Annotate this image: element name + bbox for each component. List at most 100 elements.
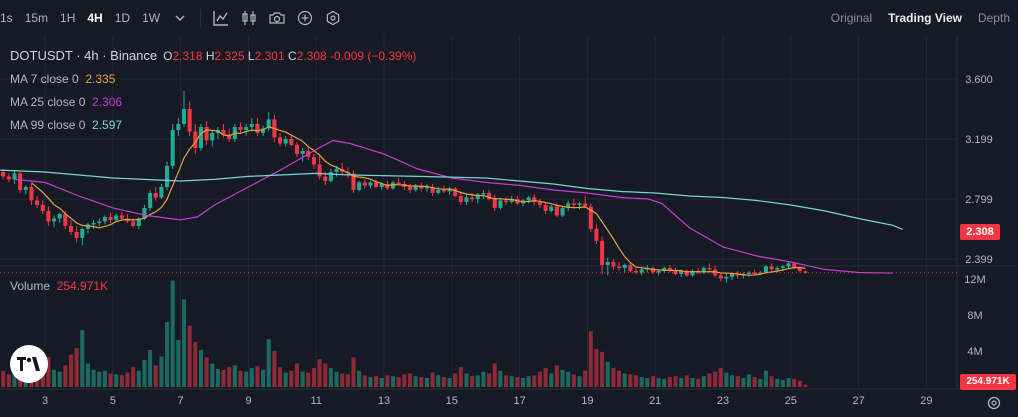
candle-body [617,266,622,268]
volume-bar [498,370,503,387]
volume-bar [402,374,407,387]
candle-body [102,216,107,222]
candle-body [549,206,554,211]
volume-bar [125,372,130,387]
indicators-icon[interactable] [207,0,235,36]
volume-bar [374,376,379,387]
settings-gear-icon[interactable] [984,393,1004,413]
timeframe-1h[interactable]: 1H [60,11,76,25]
candle-body [571,203,576,205]
candle-body [278,137,283,144]
candle-body [656,270,661,273]
candle-body [68,225,74,232]
open-label: O [163,48,173,63]
volume-bar [713,371,718,387]
volume-bar [475,375,480,387]
ma25-label: MA 25 close 0 [10,94,86,109]
candle-body [470,197,475,199]
ma7-row: MA 7 close 0 2.335 [10,67,416,90]
volume-bar [244,371,249,387]
candle-body [673,270,678,274]
candle-body [368,182,373,186]
candle-body [204,126,209,141]
ma99-label: MA 99 close 0 [10,117,86,132]
volume-label: Volume [10,279,51,293]
candle-body [543,204,548,211]
candle-body [323,176,328,181]
volume-bar [673,376,678,387]
candle-body [351,173,356,190]
candle-body [357,182,362,190]
volume-bar [549,373,554,387]
volume-bar [633,375,639,387]
candle-body [509,198,514,202]
price-chart[interactable]: 3.600 3.199 2.799 2.399 12M 8M 4M 3 5 7 9 11 13 15 17 1… [0,36,1018,417]
volume-bar [769,376,774,387]
volume-bar [430,372,435,387]
last-volume-tag: 254.971K [960,374,1016,390]
volume-bar [351,357,356,387]
volume-bar [617,370,622,387]
candle-body [362,182,367,186]
time-tick-label: 15 [446,395,458,407]
volume-bar [487,373,492,387]
timeframe-1d[interactable]: 1D [114,11,131,25]
candle-body [707,267,712,270]
candle-body [577,203,582,205]
tab-original[interactable]: Original [830,11,873,25]
candle-body [374,182,379,187]
candle-style-icon[interactable] [235,0,263,36]
candle-body [611,261,616,267]
volume-bar [583,370,588,387]
tab-depth[interactable]: Depth [977,11,1010,25]
volume-bar [775,378,780,387]
time-tick-label: 9 [245,395,251,407]
candle-body [662,267,667,271]
volume-bar [611,368,616,387]
candle-body [142,207,147,219]
timeframe-15m[interactable]: 15m [24,11,49,25]
high-label: H [205,48,215,63]
volume-bar [221,369,226,387]
volume-bar [645,377,650,387]
candle-body [763,266,768,273]
volume-bar [571,374,576,387]
volume-bar [278,367,283,387]
volume-bar [294,363,300,387]
timeframe-4h[interactable]: 4H [87,11,103,25]
volume-bar [436,375,441,387]
volume-bar [119,375,124,387]
volume-bar [803,384,808,387]
volume-bar [232,365,237,387]
candle-body [424,186,429,189]
volume-bar [560,369,565,387]
volume-bar [238,370,243,387]
candle-body [650,267,655,273]
candle-body [52,218,57,222]
chart-legend: DOTUSDT · 4h · Binance O2.318 H2.325 L2.… [10,44,416,136]
tab-trading-view[interactable]: Trading View [888,11,962,25]
volume-bar [12,372,17,387]
candle-body [526,197,531,201]
timeframe-1w[interactable]: 1W [142,11,161,25]
volume-bar [345,374,350,387]
chevron-down-icon[interactable] [166,0,194,36]
timeframe-1s[interactable]: 1s [0,11,13,25]
volume-bar [419,377,424,387]
candle-body [566,203,571,208]
chart-settings-icon[interactable] [319,0,347,36]
volume-bar [136,370,141,387]
candle-body [57,213,62,219]
volume-bar [458,367,463,387]
volume-bar [249,368,254,387]
volume-bar [696,378,701,387]
volume-bar [453,373,458,387]
add-icon[interactable] [291,0,319,36]
toolbar-divider [200,9,202,27]
volume-bar [730,375,735,387]
time-tick-label: 23 [717,395,729,407]
candle-body [475,194,480,199]
volume-bar [600,351,605,387]
candle-body [605,261,610,265]
camera-icon[interactable] [263,0,291,36]
